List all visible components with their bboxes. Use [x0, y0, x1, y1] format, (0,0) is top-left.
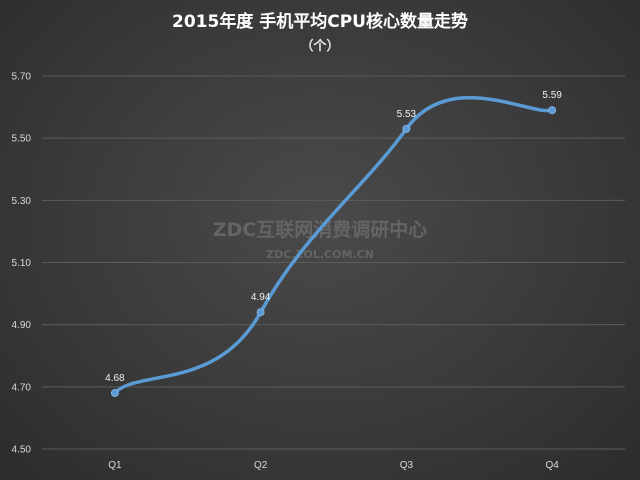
y-tick-label: 5.50 — [12, 134, 32, 145]
y-tick-label: 4.50 — [12, 445, 32, 456]
watermark-line2: ZDC.ZOL.COM.CN — [266, 248, 374, 261]
data-point — [110, 389, 119, 398]
chart-title: 2015年度 手机平均CPU核心数量走势 — [172, 11, 468, 32]
data-label: 5.59 — [542, 90, 562, 101]
data-point — [256, 308, 265, 317]
y-tick-label: 5.30 — [12, 196, 32, 207]
y-tick-label: 5.10 — [12, 258, 32, 269]
y-axis-ticks: 4.50 4.70 4.90 5.10 5.30 5.50 5.70 — [12, 72, 32, 456]
gridlines — [42, 75, 625, 450]
data-labels: 4.68 4.94 5.53 5.59 — [105, 90, 562, 384]
data-label: 5.53 — [397, 109, 417, 120]
data-point — [402, 124, 411, 133]
data-point — [548, 106, 557, 115]
x-tick-label: Q2 — [254, 460, 268, 471]
y-tick-label: 4.70 — [12, 382, 32, 393]
x-axis-ticks: Q1 Q2 Q3 Q4 — [108, 460, 559, 471]
chart-subtitle: （个） — [300, 38, 339, 54]
y-tick-label: 5.70 — [12, 72, 32, 83]
data-label: 4.68 — [105, 373, 125, 384]
x-tick-label: Q1 — [108, 460, 122, 471]
x-tick-label: Q4 — [545, 460, 559, 471]
series-layer — [110, 96, 557, 398]
data-label: 4.94 — [251, 292, 271, 303]
watermark: ZDC互联网消费调研中心 ZDC.ZOL.COM.CN — [213, 218, 428, 261]
y-tick-label: 4.90 — [12, 320, 32, 331]
x-tick-label: Q3 — [400, 460, 414, 471]
series-line — [113, 96, 554, 395]
